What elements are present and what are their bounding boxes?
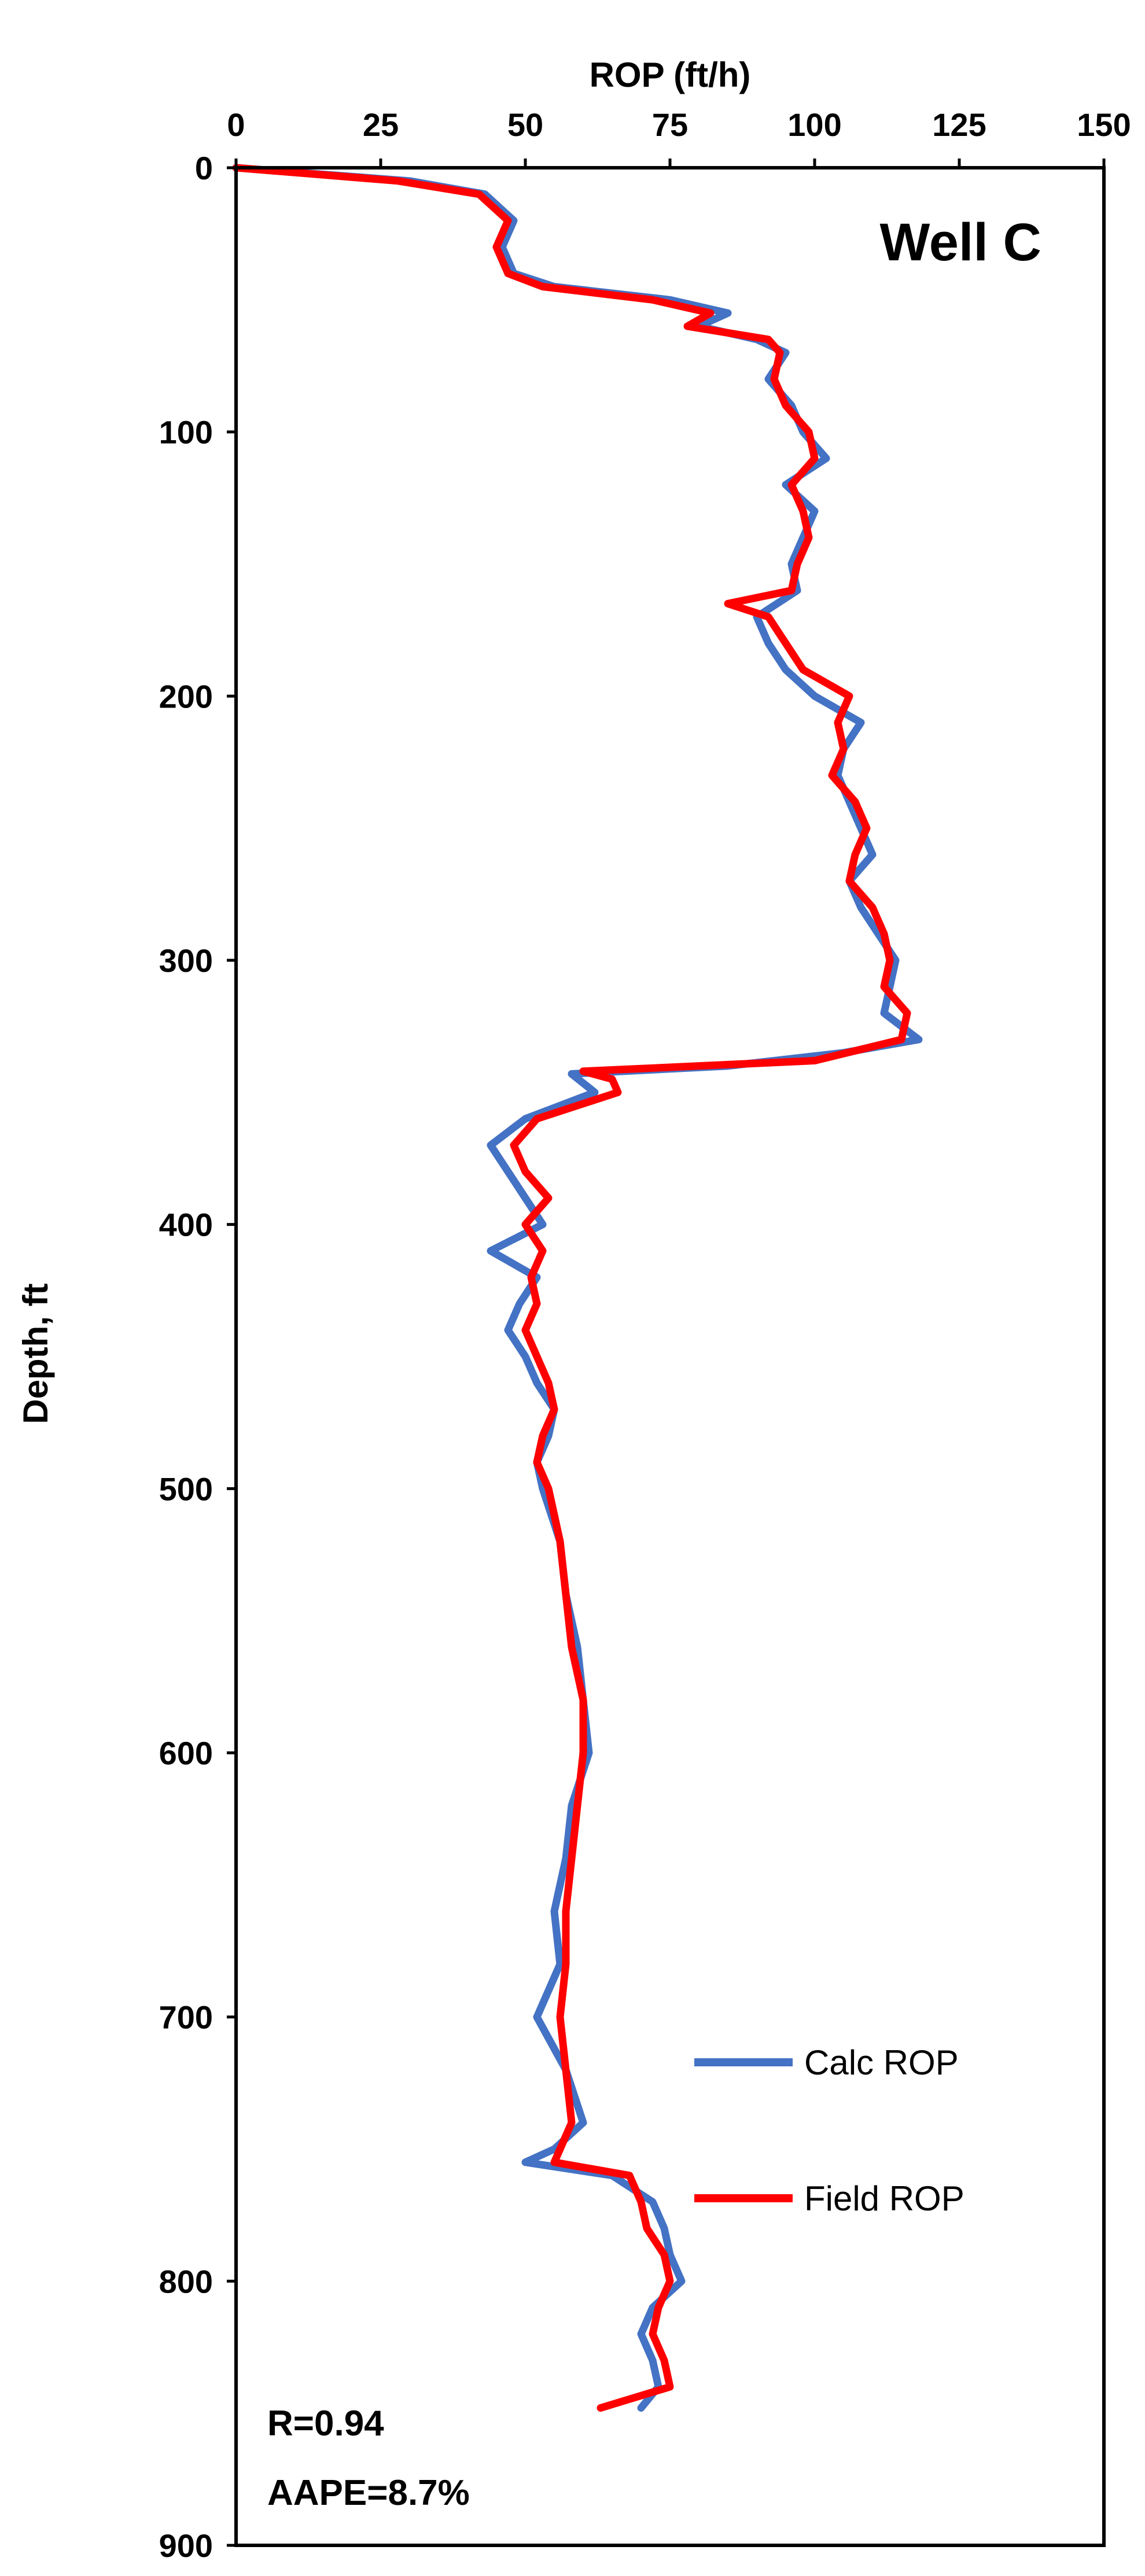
x-tick-label: 150 bbox=[1077, 106, 1131, 143]
x-tick-label: 50 bbox=[507, 106, 543, 143]
legend-label-calc-rop: Calc ROP bbox=[804, 2043, 959, 2082]
x-axis-title: ROP (ft/h) bbox=[590, 56, 751, 94]
y-axis-title: Depth, ft bbox=[16, 1283, 55, 1424]
y-tick-label: 400 bbox=[159, 1207, 213, 1243]
series-layer bbox=[232, 164, 923, 2412]
y-tick-label: 300 bbox=[159, 942, 213, 979]
well-label: Well C bbox=[880, 213, 1041, 272]
y-tick-label: 0 bbox=[195, 150, 213, 186]
x-axis-ticks: 0 25 50 75 100 125 150 bbox=[227, 106, 1131, 168]
series-line-field-rop bbox=[232, 164, 911, 2412]
y-tick-label: 100 bbox=[159, 414, 213, 451]
x-tick-label: 125 bbox=[932, 106, 986, 143]
annotation-aape: AAPE=8.7% bbox=[267, 2473, 470, 2513]
y-tick-label: 800 bbox=[159, 2263, 213, 2299]
y-tick-label: 700 bbox=[159, 1999, 213, 2036]
legend-label-field-rop: Field ROP bbox=[804, 2179, 964, 2218]
y-tick-label: 200 bbox=[159, 678, 213, 714]
legend: Calc ROP Field ROP bbox=[694, 2043, 964, 2218]
x-tick-label: 75 bbox=[652, 106, 688, 143]
y-tick-label: 500 bbox=[159, 1471, 213, 1507]
x-tick-label: 0 bbox=[227, 106, 245, 143]
x-tick-label: 100 bbox=[787, 106, 841, 143]
annotation-r: R=0.94 bbox=[267, 2404, 384, 2444]
y-tick-label: 600 bbox=[159, 1735, 213, 1771]
y-axis-ticks: 0 100 200 300 400 500 600 700 800 900 bbox=[159, 150, 236, 2564]
y-tick-label: 900 bbox=[159, 2527, 213, 2564]
x-tick-label: 25 bbox=[363, 106, 399, 143]
